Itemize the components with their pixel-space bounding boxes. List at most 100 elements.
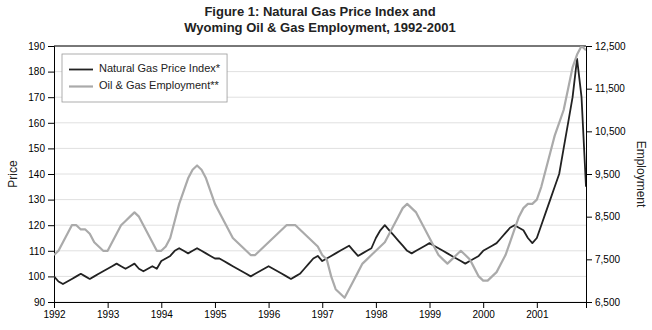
tick-mark bbox=[48, 276, 54, 277]
tick: 2001 bbox=[526, 302, 549, 320]
tick: 130 bbox=[28, 194, 54, 205]
tick-label: 1996 bbox=[258, 309, 281, 320]
tick-label: 110 bbox=[29, 246, 45, 257]
tick-label: 2000 bbox=[473, 309, 496, 320]
tick: 1993 bbox=[97, 302, 120, 320]
tick: 90 bbox=[34, 297, 54, 308]
tick: 11,500 bbox=[586, 83, 625, 94]
tick-label: 1997 bbox=[312, 309, 335, 320]
tick-label: 1992 bbox=[43, 309, 66, 320]
tick-label: 12,500 bbox=[595, 41, 626, 52]
tick: 12,500 bbox=[586, 41, 626, 52]
grid-line bbox=[54, 199, 586, 200]
tick: 2000 bbox=[473, 302, 496, 320]
tick-label: 1998 bbox=[365, 309, 388, 320]
tick-mark bbox=[537, 302, 538, 308]
legend-box bbox=[62, 54, 227, 102]
tick-label: 6,500 bbox=[595, 297, 620, 308]
grid-line bbox=[54, 174, 586, 175]
tick-mark bbox=[586, 131, 592, 132]
tick-mark bbox=[48, 251, 54, 252]
grid-line bbox=[54, 276, 586, 277]
axis-line bbox=[55, 303, 587, 309]
series-line bbox=[54, 46, 586, 298]
tick-mark bbox=[586, 217, 592, 218]
tick: 180 bbox=[28, 66, 54, 77]
tick-mark bbox=[586, 89, 592, 90]
tick-label: 1995 bbox=[204, 309, 227, 320]
tick-label: 150 bbox=[28, 143, 45, 154]
tick-mark bbox=[161, 302, 162, 308]
tick-label: 120 bbox=[28, 220, 45, 231]
tick: 160 bbox=[28, 118, 54, 129]
legend-label: Oil & Gas Employment** bbox=[99, 79, 220, 91]
tick-mark bbox=[48, 46, 54, 47]
tick-mark bbox=[215, 302, 216, 308]
chart: 1992 1993 1994 1995 1996 1997 1998 1999 2000 2001… bbox=[0, 0, 652, 330]
tick: 110 bbox=[29, 246, 54, 257]
tick-label: 2001 bbox=[526, 309, 549, 320]
y2-axis-label: Employment bbox=[634, 141, 648, 208]
tick-mark bbox=[108, 302, 109, 308]
tick-label: 190 bbox=[28, 41, 45, 52]
tick-label: 7,500 bbox=[595, 254, 620, 265]
y-axis-label: Price bbox=[6, 160, 20, 188]
legend-label: Natural Gas Price Index* bbox=[99, 62, 221, 74]
tick: 1998 bbox=[365, 302, 388, 320]
y2-axis: 6,500 7,500 8,500 9,500 10,500 11,500 12,500 bbox=[586, 41, 626, 308]
tick: 100 bbox=[28, 271, 54, 282]
tick: 7,500 bbox=[586, 254, 620, 265]
x-axis: 1992 1993 1994 1995 1996 1997 1998 1999 2000 2001 bbox=[43, 302, 586, 320]
tick-mark bbox=[483, 302, 484, 308]
tick-label: 1993 bbox=[97, 309, 120, 320]
tick-label: 9,500 bbox=[595, 169, 620, 180]
tick: 1999 bbox=[419, 302, 442, 320]
tick-mark bbox=[48, 148, 54, 149]
tick-label: 180 bbox=[28, 66, 45, 77]
tick-mark bbox=[48, 200, 54, 201]
tick: 6,500 bbox=[586, 297, 620, 308]
grid-line bbox=[54, 122, 586, 123]
grid-line bbox=[54, 148, 586, 149]
tick-label: 160 bbox=[28, 118, 45, 129]
axis-line bbox=[48, 47, 55, 303]
tick-mark bbox=[322, 302, 323, 308]
tick-mark bbox=[48, 123, 54, 124]
tick: 140 bbox=[28, 169, 54, 180]
tick: 8,500 bbox=[586, 211, 620, 222]
grid bbox=[54, 46, 586, 302]
legend-swatch bbox=[69, 69, 93, 71]
tick: 170 bbox=[28, 92, 54, 103]
tick-mark bbox=[48, 174, 54, 175]
tick-mark bbox=[48, 225, 54, 226]
tick-mark bbox=[586, 259, 592, 260]
tick: 1992 bbox=[43, 302, 66, 320]
tick: 150 bbox=[28, 143, 54, 154]
tick: 9,500 bbox=[586, 169, 620, 180]
tick-mark bbox=[430, 302, 431, 308]
tick: 190 bbox=[28, 41, 54, 52]
tick-label: 90 bbox=[34, 297, 46, 308]
tick: 10,500 bbox=[586, 126, 626, 137]
tick-mark bbox=[269, 302, 270, 308]
title: Figure 1: Natural Gas Price Index andWyo… bbox=[184, 4, 455, 35]
tick-mark bbox=[376, 302, 377, 308]
tick: 1995 bbox=[204, 302, 227, 320]
plot-area: 1992 1993 1994 1995 1996 1997 1998 1999 2000 2001… bbox=[28, 41, 626, 320]
tick-label: 1994 bbox=[151, 309, 174, 320]
tick-label: 1999 bbox=[419, 309, 442, 320]
tick-label: 11,500 bbox=[595, 83, 625, 94]
tick-label: 10,500 bbox=[595, 126, 626, 137]
tick: 1997 bbox=[312, 302, 335, 320]
legend-swatch bbox=[69, 85, 93, 87]
tick: 1996 bbox=[258, 302, 281, 320]
tick-mark bbox=[48, 97, 54, 98]
tick-mark bbox=[48, 302, 54, 303]
tick-label: 100 bbox=[28, 271, 45, 282]
frame-line bbox=[54, 46, 586, 47]
grid-line bbox=[54, 225, 586, 226]
tick-label: 130 bbox=[28, 194, 45, 205]
tick-mark bbox=[586, 46, 592, 47]
legend: Natural Gas Price Index* Oil & Gas Employ… bbox=[62, 54, 227, 102]
tick-label: 170 bbox=[28, 92, 45, 103]
